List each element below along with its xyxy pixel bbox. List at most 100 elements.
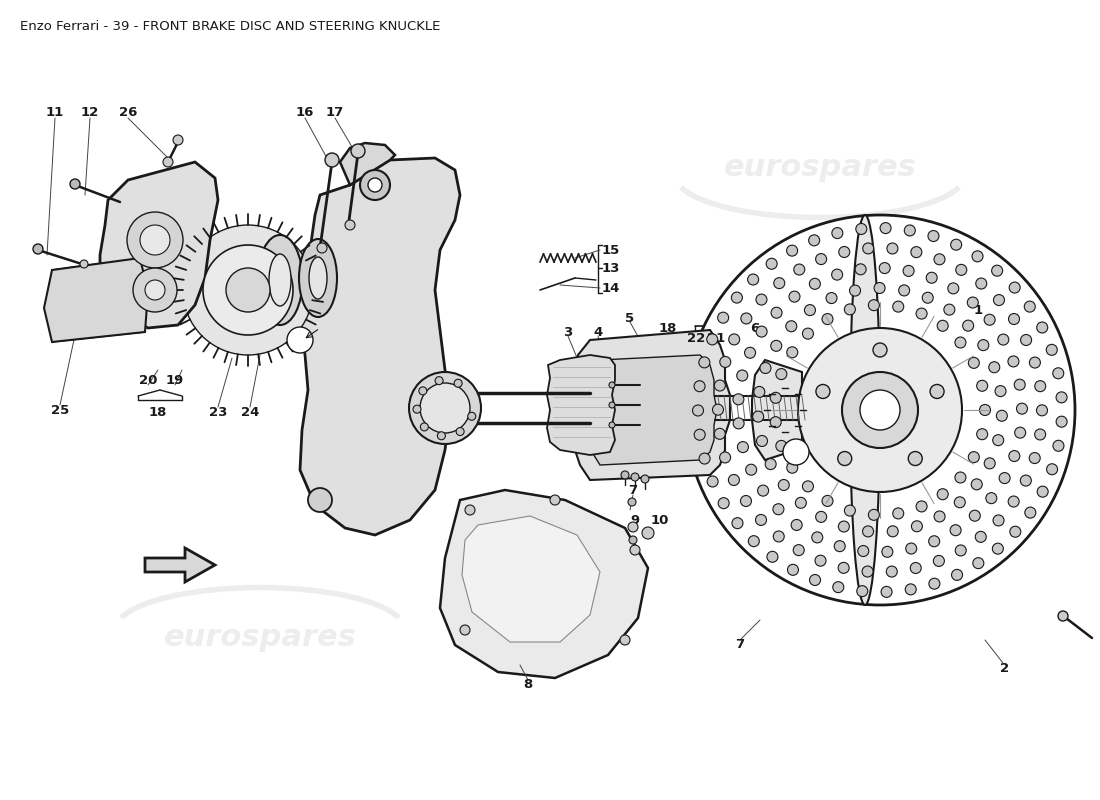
Circle shape <box>183 225 314 355</box>
Circle shape <box>412 405 421 413</box>
Text: 13: 13 <box>602 262 620 274</box>
Circle shape <box>454 379 462 387</box>
Circle shape <box>1008 356 1019 367</box>
Circle shape <box>773 504 784 514</box>
Circle shape <box>226 268 270 312</box>
Circle shape <box>717 312 728 323</box>
Circle shape <box>881 586 892 598</box>
Circle shape <box>838 562 849 574</box>
Circle shape <box>1053 440 1064 451</box>
Circle shape <box>1009 314 1020 325</box>
Circle shape <box>756 326 767 337</box>
Circle shape <box>757 435 768 446</box>
Circle shape <box>770 392 781 403</box>
Circle shape <box>962 320 974 331</box>
Text: 26: 26 <box>119 106 138 118</box>
Circle shape <box>438 432 446 440</box>
Circle shape <box>733 394 744 405</box>
Ellipse shape <box>850 215 880 605</box>
Circle shape <box>707 334 718 345</box>
Circle shape <box>911 246 922 258</box>
Circle shape <box>760 362 771 374</box>
Circle shape <box>834 541 845 552</box>
Circle shape <box>1030 453 1041 463</box>
Text: 24: 24 <box>241 406 260 418</box>
Text: 2: 2 <box>1000 662 1010 674</box>
Circle shape <box>1016 403 1027 414</box>
Circle shape <box>714 428 725 439</box>
Circle shape <box>620 635 630 645</box>
Polygon shape <box>340 143 395 185</box>
Circle shape <box>1036 405 1047 416</box>
Circle shape <box>773 278 784 289</box>
Circle shape <box>641 475 649 483</box>
Circle shape <box>773 531 784 542</box>
Circle shape <box>862 566 873 577</box>
Circle shape <box>934 254 945 265</box>
Circle shape <box>952 570 962 580</box>
Circle shape <box>126 212 183 268</box>
Circle shape <box>832 227 843 238</box>
Circle shape <box>1058 611 1068 621</box>
Circle shape <box>550 495 560 505</box>
Circle shape <box>845 304 856 315</box>
Circle shape <box>714 380 725 391</box>
Circle shape <box>737 370 748 381</box>
Polygon shape <box>462 516 600 642</box>
Circle shape <box>788 564 799 575</box>
Circle shape <box>968 358 979 368</box>
Circle shape <box>745 347 756 358</box>
Text: 18: 18 <box>148 406 167 418</box>
Circle shape <box>754 386 764 398</box>
Circle shape <box>971 479 982 490</box>
Polygon shape <box>300 158 460 535</box>
Circle shape <box>628 522 638 532</box>
Circle shape <box>822 314 833 325</box>
Text: 10: 10 <box>651 514 669 526</box>
Text: 8: 8 <box>524 678 532 691</box>
Circle shape <box>849 285 860 296</box>
Text: 1: 1 <box>974 303 982 317</box>
Circle shape <box>767 258 778 270</box>
Circle shape <box>779 479 790 490</box>
Circle shape <box>969 510 980 522</box>
Circle shape <box>456 427 464 435</box>
Circle shape <box>977 429 988 440</box>
Circle shape <box>802 328 813 339</box>
Circle shape <box>986 493 997 504</box>
Circle shape <box>802 481 813 492</box>
Text: 17: 17 <box>326 106 344 118</box>
Circle shape <box>992 543 1003 554</box>
Circle shape <box>993 294 1004 306</box>
Circle shape <box>767 551 778 562</box>
Circle shape <box>732 518 742 529</box>
Text: 21: 21 <box>707 331 725 345</box>
Circle shape <box>822 495 833 506</box>
Circle shape <box>345 220 355 230</box>
Circle shape <box>766 458 777 470</box>
Circle shape <box>839 246 850 258</box>
Circle shape <box>718 498 729 509</box>
Circle shape <box>977 380 988 391</box>
Polygon shape <box>100 162 218 328</box>
Text: eurospares: eurospares <box>164 622 356 651</box>
Text: 7: 7 <box>628 483 638 497</box>
Ellipse shape <box>309 257 327 299</box>
Circle shape <box>786 245 798 256</box>
Circle shape <box>756 514 767 526</box>
Circle shape <box>948 283 959 294</box>
Circle shape <box>916 308 927 319</box>
Circle shape <box>728 474 739 486</box>
Circle shape <box>838 451 851 466</box>
Text: Enzo Ferrari - 39 - FRONT BRAKE DISC AND STEERING KNUCKLE: Enzo Ferrari - 39 - FRONT BRAKE DISC AND… <box>20 20 440 33</box>
Circle shape <box>934 555 945 566</box>
Circle shape <box>1037 486 1048 497</box>
Text: 19: 19 <box>166 374 184 386</box>
Text: 16: 16 <box>296 106 315 118</box>
Circle shape <box>868 300 879 310</box>
Circle shape <box>368 178 382 192</box>
Text: 23: 23 <box>209 406 228 418</box>
Circle shape <box>808 235 820 246</box>
Circle shape <box>916 501 927 512</box>
Circle shape <box>465 505 475 515</box>
